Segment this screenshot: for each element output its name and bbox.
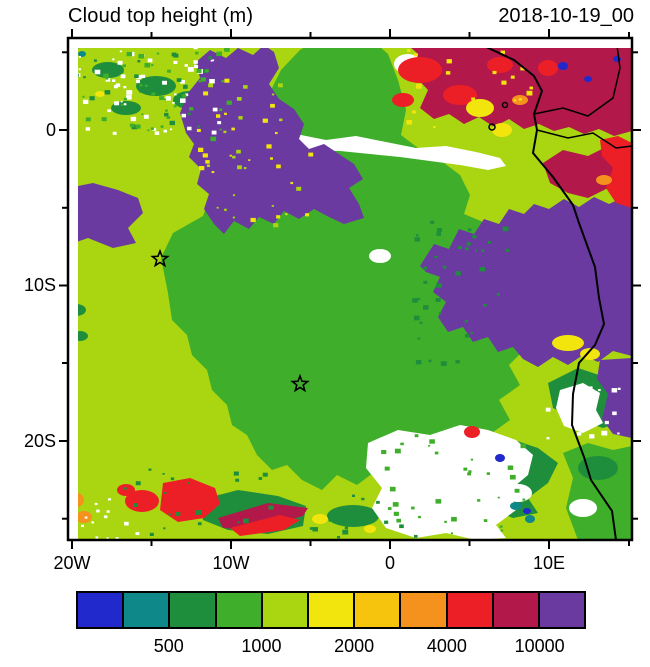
x-axis-label-10w: 10W (212, 553, 250, 573)
colorbar-cell (262, 593, 309, 627)
colorbar-cell (401, 593, 448, 627)
colorbar-cell (539, 593, 585, 627)
coastline (486, 48, 633, 541)
star-markers (150, 248, 310, 393)
field-crimson (218, 48, 632, 530)
colorbar-cell (493, 593, 540, 627)
x-axis-label-0: 0 (384, 553, 395, 573)
y-axis-label-20s: 20S (23, 431, 56, 451)
colorbar-label: 10000 (514, 636, 565, 656)
colorbar-cell (447, 593, 494, 627)
country-border (533, 48, 621, 117)
colorbar-cell (124, 593, 171, 627)
colorbar-cell (308, 593, 356, 627)
colorbar-label: 1000 (241, 636, 282, 656)
island-outline (501, 101, 509, 109)
y-axis-label-10s: 10S (23, 275, 56, 295)
field-yellow (95, 91, 600, 533)
colorbar-label: 4000 (426, 636, 467, 656)
country-border (536, 129, 633, 149)
field-speckles (78, 48, 621, 540)
star-marker-2 (290, 373, 310, 393)
colorbar-cell (170, 593, 217, 627)
colorbar-label: 500 (153, 636, 184, 656)
cloud-top-height-map (59, 29, 641, 549)
plot-title: Cloud top height (m) (68, 5, 254, 27)
colorbar-cell (355, 593, 402, 627)
star-marker-1 (150, 248, 170, 268)
colorbar-cell (216, 593, 263, 627)
field-teal (78, 51, 535, 523)
y-axis-label-0: 0 (45, 120, 56, 140)
colorbar-cell (78, 593, 125, 627)
island-outline (488, 123, 496, 131)
map-border (66, 36, 634, 542)
map-panel (58, 28, 642, 550)
plot-timestamp: 2018-10-19_00 (498, 5, 634, 27)
field-red (117, 57, 632, 536)
colorbar-label: 2000 (334, 636, 375, 656)
x-axis-label-20w: 20W (53, 553, 91, 573)
colorbar-cells (76, 591, 586, 629)
x-axis-label-10e: 10E (532, 553, 566, 573)
